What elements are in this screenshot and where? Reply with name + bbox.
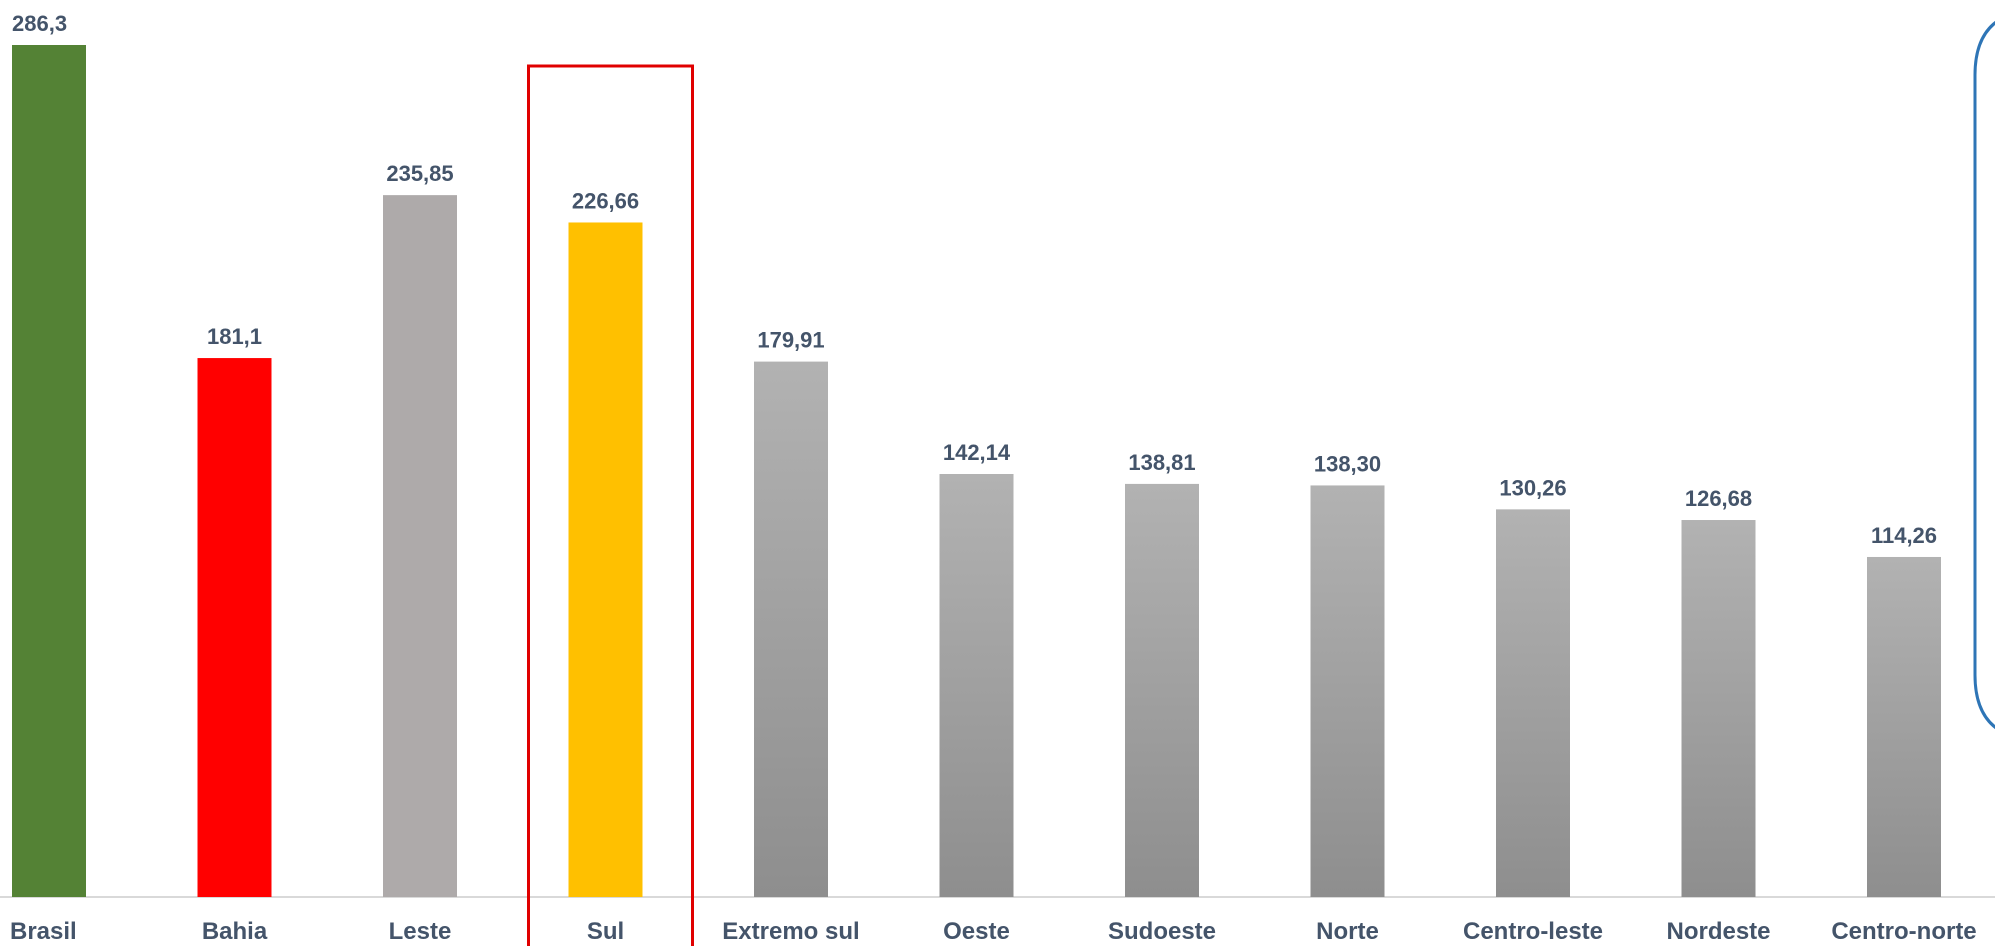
category-label-oeste: Oeste: [943, 918, 1010, 945]
value-label-brasil: 286,3: [12, 11, 67, 36]
category-label-extremo-sul: Extremo sul: [722, 918, 859, 945]
category-label-norte: Norte: [1316, 918, 1379, 945]
category-label-bahia: Bahia: [202, 918, 268, 945]
value-label-sudoeste: 138,81: [1128, 450, 1195, 475]
bar-nordeste: [1681, 520, 1756, 897]
value-label-centro-leste: 130,26: [1499, 475, 1566, 500]
value-labels-group: 286,3 181,1 235,85 226,66 179,91 142,14 138,81…: [12, 11, 1937, 548]
category-label-leste: Leste: [389, 918, 452, 945]
bars-group: [12, 45, 1941, 898]
category-label-centro-leste: Centro-leste: [1463, 918, 1603, 945]
bar-leste: [383, 195, 457, 897]
bar-centro-norte: [1867, 556, 1941, 897]
bar-extremo-sul: [754, 361, 828, 897]
value-label-oeste: 142,14: [943, 440, 1011, 465]
bar-brasil: [12, 45, 86, 897]
category-label-nordeste: Nordeste: [1666, 918, 1770, 945]
value-label-leste: 235,85: [386, 161, 453, 186]
category-label-centro-norte: Centro-norte: [1831, 918, 1976, 945]
category-label-brasil: Brasil: [10, 918, 77, 945]
value-label-norte: 138,30: [1314, 451, 1381, 476]
value-label-sul: 226,66: [572, 188, 639, 213]
bar-bahia: [197, 358, 272, 898]
category-labels-group: Brasil Bahia Leste Sul Extremo sul Oeste Sudoe…: [10, 918, 1977, 945]
value-label-bahia: 181,1: [207, 324, 262, 349]
bar-oeste: [939, 474, 1014, 897]
bar-norte: [1310, 485, 1385, 897]
value-label-nordeste: 126,68: [1685, 486, 1752, 511]
bar-sul: [568, 222, 643, 897]
value-label-extremo-sul: 179,91: [757, 328, 824, 353]
value-label-centro-norte: 114,26: [1871, 523, 1937, 548]
category-label-sudoeste: Sudoeste: [1108, 918, 1216, 945]
bar-centro-leste: [1496, 509, 1570, 897]
bar-sudoeste: [1125, 483, 1199, 897]
category-label-sul: Sul: [587, 918, 624, 945]
highlight-box: [527, 64, 694, 946]
side-panel-border: [1973, 21, 1995, 729]
